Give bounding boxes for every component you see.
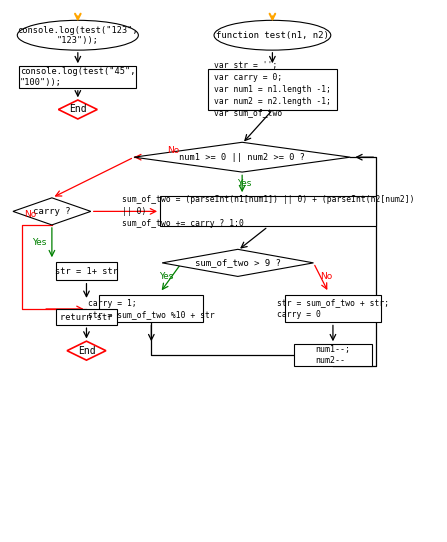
Text: function test(n1, n2): function test(n1, n2) [216, 31, 329, 40]
Text: No: No [167, 146, 179, 155]
Ellipse shape [214, 20, 331, 50]
FancyBboxPatch shape [207, 69, 337, 109]
Polygon shape [162, 249, 313, 276]
Text: str = 1+ str: str = 1+ str [55, 267, 118, 275]
Text: carry = 1;
str = sum_of_two %10 + str: carry = 1; str = sum_of_two %10 + str [88, 299, 215, 319]
Text: return str: return str [60, 313, 113, 321]
Ellipse shape [17, 20, 139, 50]
Text: End: End [69, 105, 87, 114]
FancyBboxPatch shape [285, 295, 380, 322]
FancyBboxPatch shape [160, 196, 376, 227]
Text: num1--;
num2--: num1--; num2-- [316, 345, 350, 365]
Text: str = sum_of_two + str;
carry = 0: str = sum_of_two + str; carry = 0 [277, 299, 389, 319]
Text: Yes: Yes [237, 179, 252, 188]
Text: No: No [320, 272, 333, 281]
Text: num1 >= 0 || num2 >= 0 ?: num1 >= 0 || num2 >= 0 ? [179, 153, 305, 162]
Text: Yes: Yes [159, 272, 173, 281]
Text: carry ?: carry ? [33, 207, 71, 216]
Polygon shape [13, 198, 91, 225]
Text: sum_of_two = (parseInt(n1[num1]) || 0) + (parseInt(n2[num2])
|| 0)
sum_of_two +=: sum_of_two = (parseInt(n1[num1]) || 0) +… [122, 195, 414, 228]
Text: var str = '';
var carry = 0;
var num1 = n1.length -1;
var num2 = n2.length -1;
v: var str = ''; var carry = 0; var num1 = … [214, 61, 331, 118]
Text: Yes: Yes [32, 238, 46, 247]
FancyBboxPatch shape [294, 344, 372, 366]
Polygon shape [134, 143, 350, 172]
Polygon shape [67, 341, 106, 360]
Text: No: No [24, 210, 36, 219]
Text: console.log(test("123",
"123"));: console.log(test("123", "123")); [17, 25, 138, 45]
FancyBboxPatch shape [99, 295, 203, 322]
Polygon shape [59, 100, 97, 119]
Text: console.log(test("45",
"100"));: console.log(test("45", "100")); [20, 67, 135, 87]
FancyBboxPatch shape [56, 309, 117, 325]
FancyBboxPatch shape [56, 262, 117, 281]
FancyBboxPatch shape [20, 66, 136, 88]
Text: sum_of_two > 9 ?: sum_of_two > 9 ? [195, 259, 281, 267]
Text: End: End [78, 346, 95, 356]
